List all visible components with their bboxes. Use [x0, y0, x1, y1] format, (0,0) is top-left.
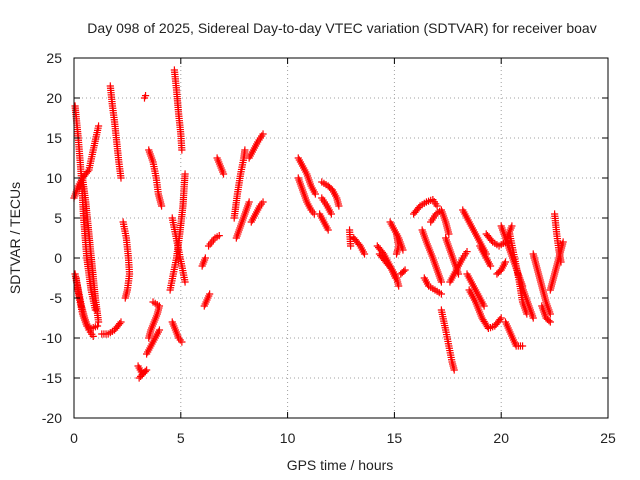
series-sat-3 [78, 174, 125, 338]
data-point [501, 258, 510, 266]
series-sat-24 [506, 230, 537, 322]
data-point [181, 170, 189, 178]
data-point [181, 278, 189, 286]
series-sat-10 [230, 146, 253, 242]
data-point [395, 282, 403, 290]
data-point [117, 318, 125, 326]
axis-ticks [73, 57, 609, 419]
y-tick-label: 20 [46, 90, 62, 106]
data-point [259, 198, 267, 206]
series-sat-5 [134, 92, 166, 382]
y-tick-label: 15 [46, 130, 62, 146]
series-sat-8 [166, 170, 189, 346]
series-sat-6 [143, 298, 164, 358]
x-tick-label: 25 [600, 430, 616, 446]
data-point [327, 210, 335, 218]
series-sat-4 [106, 82, 134, 302]
data-point [546, 310, 554, 318]
data-point [206, 290, 214, 298]
y-tick-label: 0 [54, 250, 62, 266]
y-tick-label: 5 [54, 210, 62, 226]
x-tick-label: 15 [387, 430, 403, 446]
data-point [93, 322, 102, 330]
data-point [241, 146, 249, 154]
data-point [347, 242, 355, 250]
y-tick-label: -20 [42, 410, 62, 426]
data-point [157, 202, 166, 210]
x-tick-label: 20 [493, 430, 509, 446]
data-marks [70, 66, 567, 382]
data-point [529, 314, 537, 322]
data-point [141, 92, 150, 100]
data-point [486, 262, 495, 270]
data-point [89, 332, 97, 340]
series-sat-13 [316, 178, 343, 234]
y-tick-label: -10 [42, 330, 62, 346]
data-point [94, 318, 103, 326]
data-point [433, 202, 441, 210]
data-point [450, 366, 458, 374]
series-sat-19 [427, 206, 471, 286]
data-point [149, 298, 157, 306]
data-point [135, 374, 143, 382]
data-point [259, 130, 267, 138]
data-point [463, 248, 471, 256]
data-point [559, 238, 567, 246]
grid [74, 58, 608, 418]
x-tick-label: 10 [280, 430, 296, 446]
data-point [324, 226, 332, 234]
data-point [335, 202, 343, 210]
data-point [437, 290, 445, 298]
y-axis-label: SDTVAR / TECUs [7, 182, 23, 294]
data-point [480, 302, 488, 310]
data-point [401, 266, 409, 274]
series-sat-25 [529, 250, 554, 326]
series-sat-7 [168, 66, 189, 286]
data-point [311, 190, 319, 198]
data-point [178, 338, 186, 346]
y-tick-label: -5 [50, 290, 63, 306]
plot-frame [73, 57, 609, 419]
data-point [518, 342, 527, 350]
y-tick-label: 10 [46, 170, 62, 186]
data-point [546, 318, 554, 326]
y-tick-label: 25 [46, 50, 62, 66]
x-axis-label: GPS time / hours [287, 457, 394, 473]
data-point [178, 146, 186, 154]
data-point [94, 122, 103, 130]
y-tick-label: -15 [42, 370, 62, 386]
tick-labels: 0 5 10 15 20 25 -20 -15 -10 -5 0 5 10 15 20 25 [42, 50, 616, 446]
data-point [392, 250, 401, 258]
series-sat-11 [245, 130, 267, 226]
series-sat-26 [546, 210, 567, 294]
data-point [245, 198, 253, 206]
series-sat-9 [198, 154, 228, 310]
series-sat-16 [392, 196, 441, 278]
x-tick-label: 0 [70, 430, 78, 446]
series-sat-17 [418, 226, 445, 298]
data-point [437, 278, 445, 286]
series-sat-21 [465, 242, 505, 332]
data-point [155, 326, 164, 334]
data-point [360, 250, 369, 258]
data-point [508, 222, 516, 230]
chart-title: Day 098 of 2025, Sidereal Day-to-day VTE… [87, 20, 596, 36]
data-point [219, 170, 228, 178]
data-point [121, 294, 129, 302]
data-point [215, 232, 223, 240]
data-point [201, 254, 209, 262]
x-tick-label: 5 [177, 430, 185, 446]
data-point [497, 314, 505, 322]
data-point [445, 230, 453, 238]
data-point [391, 274, 400, 282]
data-point [117, 174, 125, 182]
